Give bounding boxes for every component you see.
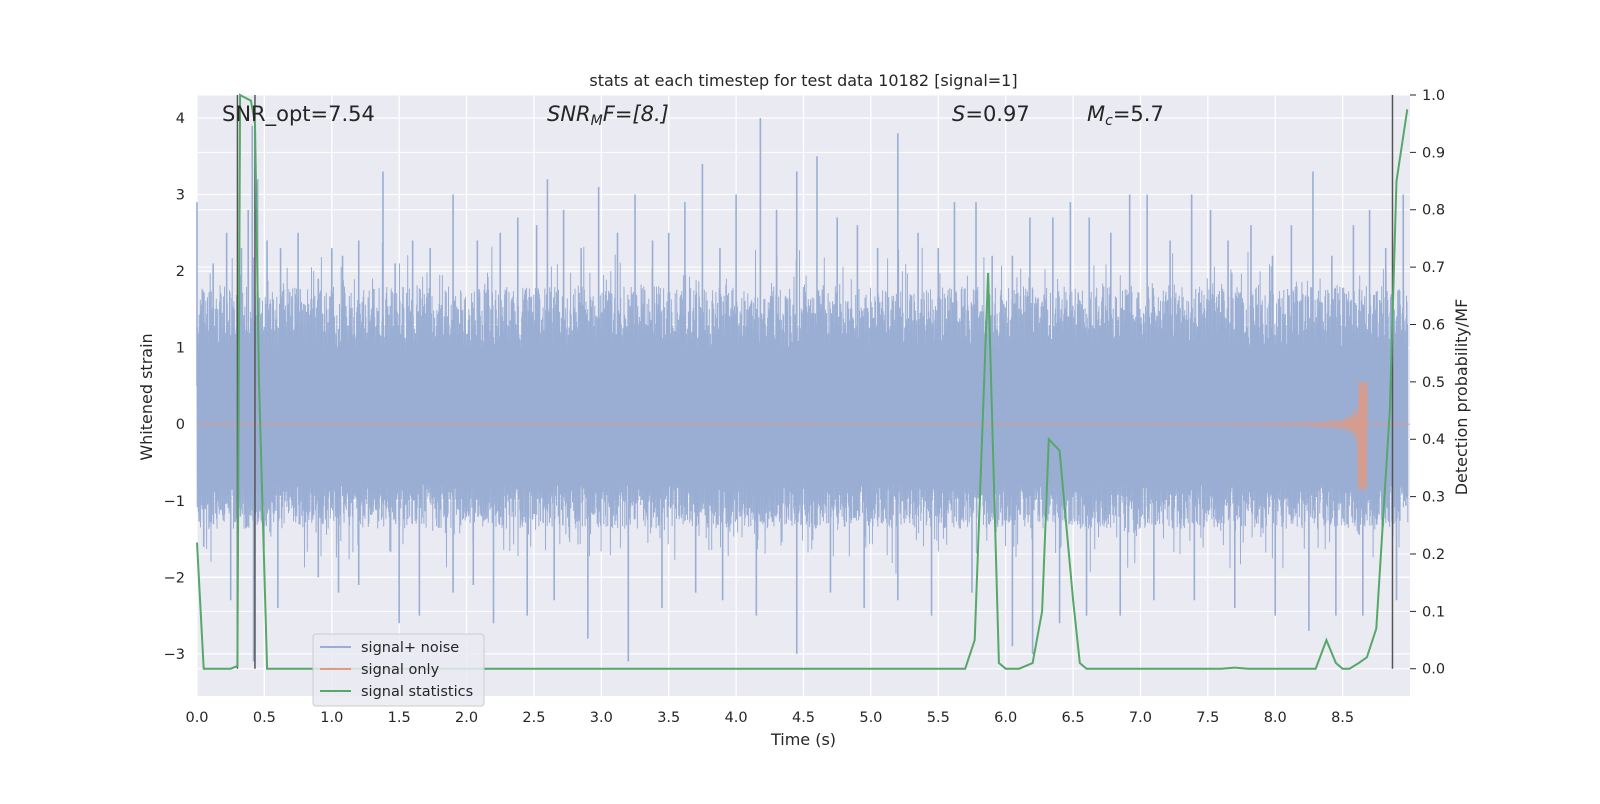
- annotation-snr-mf-rest: F=[8.]: [603, 102, 669, 126]
- y-right-tick-label: 0.4: [1422, 432, 1445, 448]
- x-tick-label: 1.0: [320, 710, 343, 726]
- x-tick-label: 5.5: [927, 710, 950, 726]
- series-signal-only: [196, 382, 1410, 490]
- y-right-tick-label: 0.8: [1422, 203, 1445, 219]
- annotation-mc: Mc=5.7: [1087, 102, 1164, 129]
- x-tick-label: 1.5: [388, 710, 411, 726]
- y-right-tick-label: 1.0: [1422, 88, 1445, 104]
- y-left-tick-label: 1: [176, 341, 185, 357]
- series-signal-statistics: [196, 93, 1409, 670]
- y-left-tick-label: 2: [176, 264, 185, 280]
- x-tick-label: 6.5: [1062, 710, 1085, 726]
- annotation-s: S=0.97: [952, 102, 1030, 126]
- legend-box: [312, 633, 485, 707]
- legend-label-signal-statistics: signal statistics: [361, 684, 473, 700]
- y-right-tick-label: 0.3: [1422, 490, 1445, 506]
- x-tick-label: 8.5: [1331, 710, 1354, 726]
- x-tick-label: 6.0: [994, 710, 1017, 726]
- legend-label-signal-only: signal only: [361, 662, 440, 678]
- x-tick-label: 7.0: [1129, 710, 1152, 726]
- annotation-snr-mf: SNRMF=[8.]: [547, 102, 669, 129]
- x-tick-label: 0.5: [253, 710, 276, 726]
- series-signal-noise: [196, 117, 1409, 662]
- y-right-tick-label: 0.9: [1422, 145, 1445, 161]
- y-right-tick-label: 0.1: [1422, 604, 1445, 620]
- y-right-tick-label: 0.0: [1422, 662, 1445, 678]
- annotation-snr-mf-sub: M: [591, 113, 603, 129]
- annotation-s-rest: =0.97: [965, 102, 1029, 126]
- y-left-tick-label: 4: [176, 111, 185, 127]
- y-right-tick-label: 0.6: [1422, 317, 1445, 333]
- noise-trace: [196, 242, 1409, 574]
- legend: signal+ noise signal only signal statist…: [312, 633, 485, 707]
- x-tick-label: 3.0: [590, 710, 613, 726]
- y-left-tick-label: −2: [164, 570, 185, 586]
- y-left-tick-label: 0: [176, 417, 185, 433]
- x-tick-label: 4.0: [725, 710, 748, 726]
- x-axis-label: Time (s): [770, 730, 836, 749]
- y-right-tick-label: 0.7: [1422, 260, 1445, 276]
- annotation-snr-opt: SNR_opt=7.54: [222, 102, 375, 127]
- x-tick-label: 8.0: [1264, 710, 1287, 726]
- chart-title: stats at each timestep for test data 101…: [589, 71, 1017, 90]
- statistics-trace: [196, 93, 1409, 670]
- annotation-s-main: S: [952, 102, 965, 126]
- annotation-mc-rest: =5.7: [1113, 102, 1164, 126]
- y-axis-label-left: Whitened strain: [137, 333, 156, 460]
- axes: 0.0 0.5 1.0 1.5 2.0 2.5 3.0 3.5 4.0 4.5 5.0 5.5 6.0 6…: [164, 88, 1445, 726]
- y-left-tick-label: −3: [164, 647, 185, 663]
- x-tick-label: 0.0: [185, 710, 208, 726]
- legend-label-signal-noise: signal+ noise: [361, 640, 459, 656]
- y-axis-label-right: Detection probability/MF: [1452, 299, 1471, 496]
- x-tick-label: 5.0: [859, 710, 882, 726]
- y-right-tick-label: 0.2: [1422, 547, 1445, 563]
- x-tick-label: 2.0: [455, 710, 478, 726]
- annotation-mc-main: M: [1087, 102, 1105, 126]
- x-tick-label: 2.5: [522, 710, 545, 726]
- annotation-snr-mf-main: SNR: [547, 102, 591, 126]
- chirp-trace: [196, 382, 1410, 490]
- x-tick-label: 7.5: [1196, 710, 1219, 726]
- x-tick-label: 4.5: [792, 710, 815, 726]
- y-right-tick-label: 0.5: [1422, 375, 1445, 391]
- y-left-tick-label: −1: [164, 494, 185, 510]
- x-tick-label: 3.5: [657, 710, 680, 726]
- y-left-tick-label: 3: [176, 188, 185, 204]
- annotation-mc-sub: c: [1105, 113, 1113, 129]
